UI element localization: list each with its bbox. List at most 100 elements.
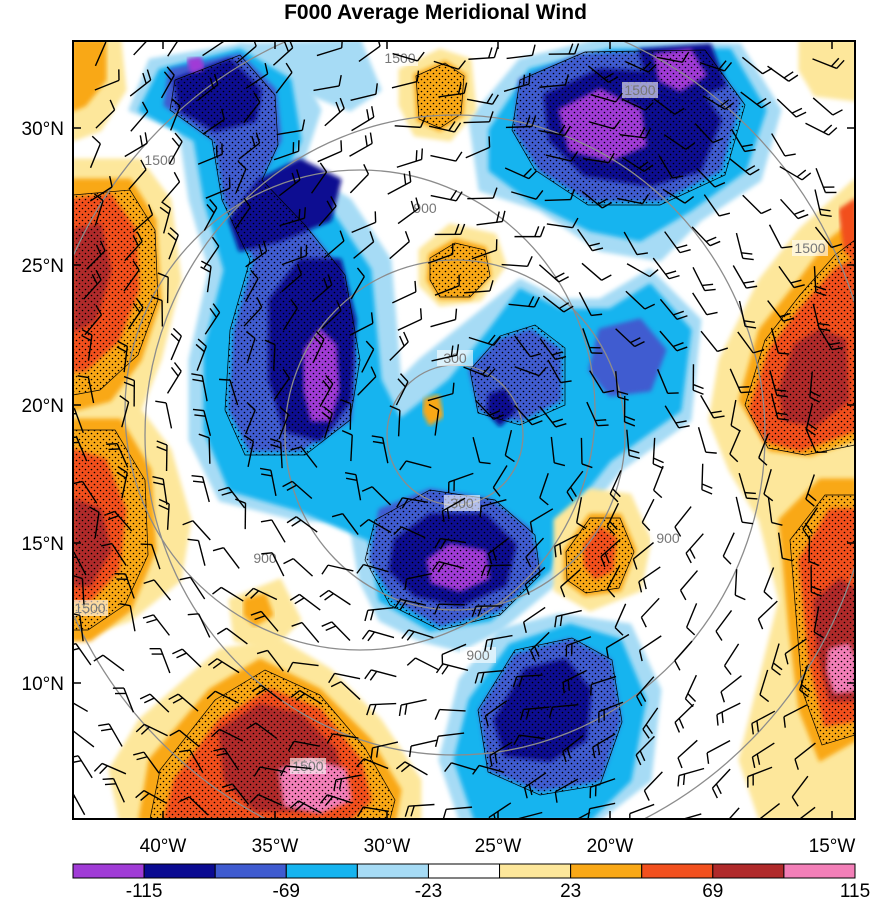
wind-barb (212, 586, 244, 602)
stipple-w2 (73, 429, 149, 631)
wind-barb (77, 375, 95, 404)
wind-barb (404, 572, 433, 590)
wind-barb (674, 640, 693, 671)
wind-barb (677, 767, 705, 787)
colorbar-swatch (570, 863, 643, 879)
wind-barb (706, 740, 731, 764)
wind-barb (587, 802, 616, 819)
wind-barb (81, 329, 93, 361)
wind-barb (606, 565, 621, 598)
wind-barb (195, 338, 207, 371)
wind-barb (281, 264, 303, 293)
wind-barb (691, 226, 721, 247)
wind-barb (652, 465, 664, 499)
wind-barb (643, 771, 663, 801)
wind-barb (742, 194, 772, 215)
height-contour-layer: 300 300 900 900 900 900 1500 1500 1500 1500 1500 15… (73, 41, 855, 819)
wind-barb (95, 99, 116, 129)
wind-barb (310, 162, 328, 194)
wind-barb (516, 811, 543, 819)
wind-barb (514, 404, 543, 426)
wind-barb (321, 621, 351, 641)
wind-barb (349, 132, 373, 157)
wind-barb (371, 435, 389, 464)
wind-barb (506, 44, 536, 60)
wind-barb (187, 613, 211, 638)
wind-barb (732, 265, 758, 289)
wind-barb (538, 264, 569, 283)
lon-tick-label: 40°W (140, 836, 187, 857)
wind-barb (364, 669, 397, 681)
wind-barb (813, 266, 827, 297)
lat-tick-label: 10°N (22, 674, 64, 695)
wind-barb (398, 698, 427, 717)
wind-barb (427, 243, 454, 264)
wind-barb (798, 806, 816, 819)
wind-barb (202, 41, 225, 57)
colorbar-label: 69 (702, 881, 723, 900)
wind-barb (703, 194, 731, 217)
wind-barb (542, 295, 574, 313)
wind-barb (686, 603, 698, 636)
wind-barb (217, 486, 246, 509)
wind-barb (809, 371, 821, 403)
wind-barb (805, 122, 838, 136)
wind-barb (89, 175, 113, 202)
wind-barb (776, 98, 807, 118)
wind-barb (119, 395, 130, 428)
wind-barb (636, 676, 655, 707)
wind-barb (435, 663, 469, 675)
wind-barb (715, 609, 733, 641)
wind-barb (771, 643, 783, 676)
wind-barb (431, 344, 460, 362)
wind-barb (128, 159, 147, 190)
wind-barb (161, 171, 181, 203)
wind-barb (632, 542, 654, 570)
wind-barb (514, 366, 547, 377)
wind-barb (479, 499, 507, 518)
wind-barb (399, 460, 432, 471)
wind-barb (260, 519, 286, 543)
wind-barb (605, 633, 630, 659)
wind-barb (550, 436, 566, 467)
wind-barb (361, 340, 375, 373)
wind-barb (172, 648, 202, 668)
wind-barb (812, 97, 843, 116)
wind-barb (259, 467, 277, 496)
wind-barb (344, 471, 362, 501)
wind-barb (484, 634, 513, 652)
wind-barb (272, 41, 294, 66)
wind-barb (615, 371, 629, 401)
wind-barb (356, 563, 389, 574)
wind-barb (598, 701, 624, 723)
wind-barb (428, 403, 440, 436)
wind-barb (243, 92, 261, 124)
wind-barb (623, 395, 636, 427)
wind-barb (358, 41, 381, 63)
colorbar-swatch (641, 863, 714, 879)
wind-barb (463, 365, 496, 378)
wind-barb (770, 327, 790, 355)
height-contour-label-bg (407, 200, 443, 216)
wind-barb (778, 265, 805, 289)
wind-barb (547, 359, 572, 384)
wind-barb (767, 300, 795, 322)
wind-barb (434, 223, 466, 236)
wind-barb (133, 751, 160, 774)
wind-barb (206, 690, 239, 704)
wind-barb (286, 661, 319, 673)
wind-barb (656, 52, 689, 63)
wind-barb (664, 405, 690, 429)
wind-barb (578, 292, 603, 317)
wind-barb (341, 429, 353, 462)
wind-barb (387, 170, 412, 195)
wind-barb (235, 197, 251, 229)
wind-barb (389, 231, 410, 260)
wind-barb (396, 497, 429, 509)
wind-barb (94, 41, 107, 67)
wind-barb (581, 262, 612, 281)
wind-barb (430, 190, 463, 202)
wind-barb (250, 610, 279, 632)
wind-barb (545, 151, 578, 162)
wind-barb (581, 190, 613, 209)
